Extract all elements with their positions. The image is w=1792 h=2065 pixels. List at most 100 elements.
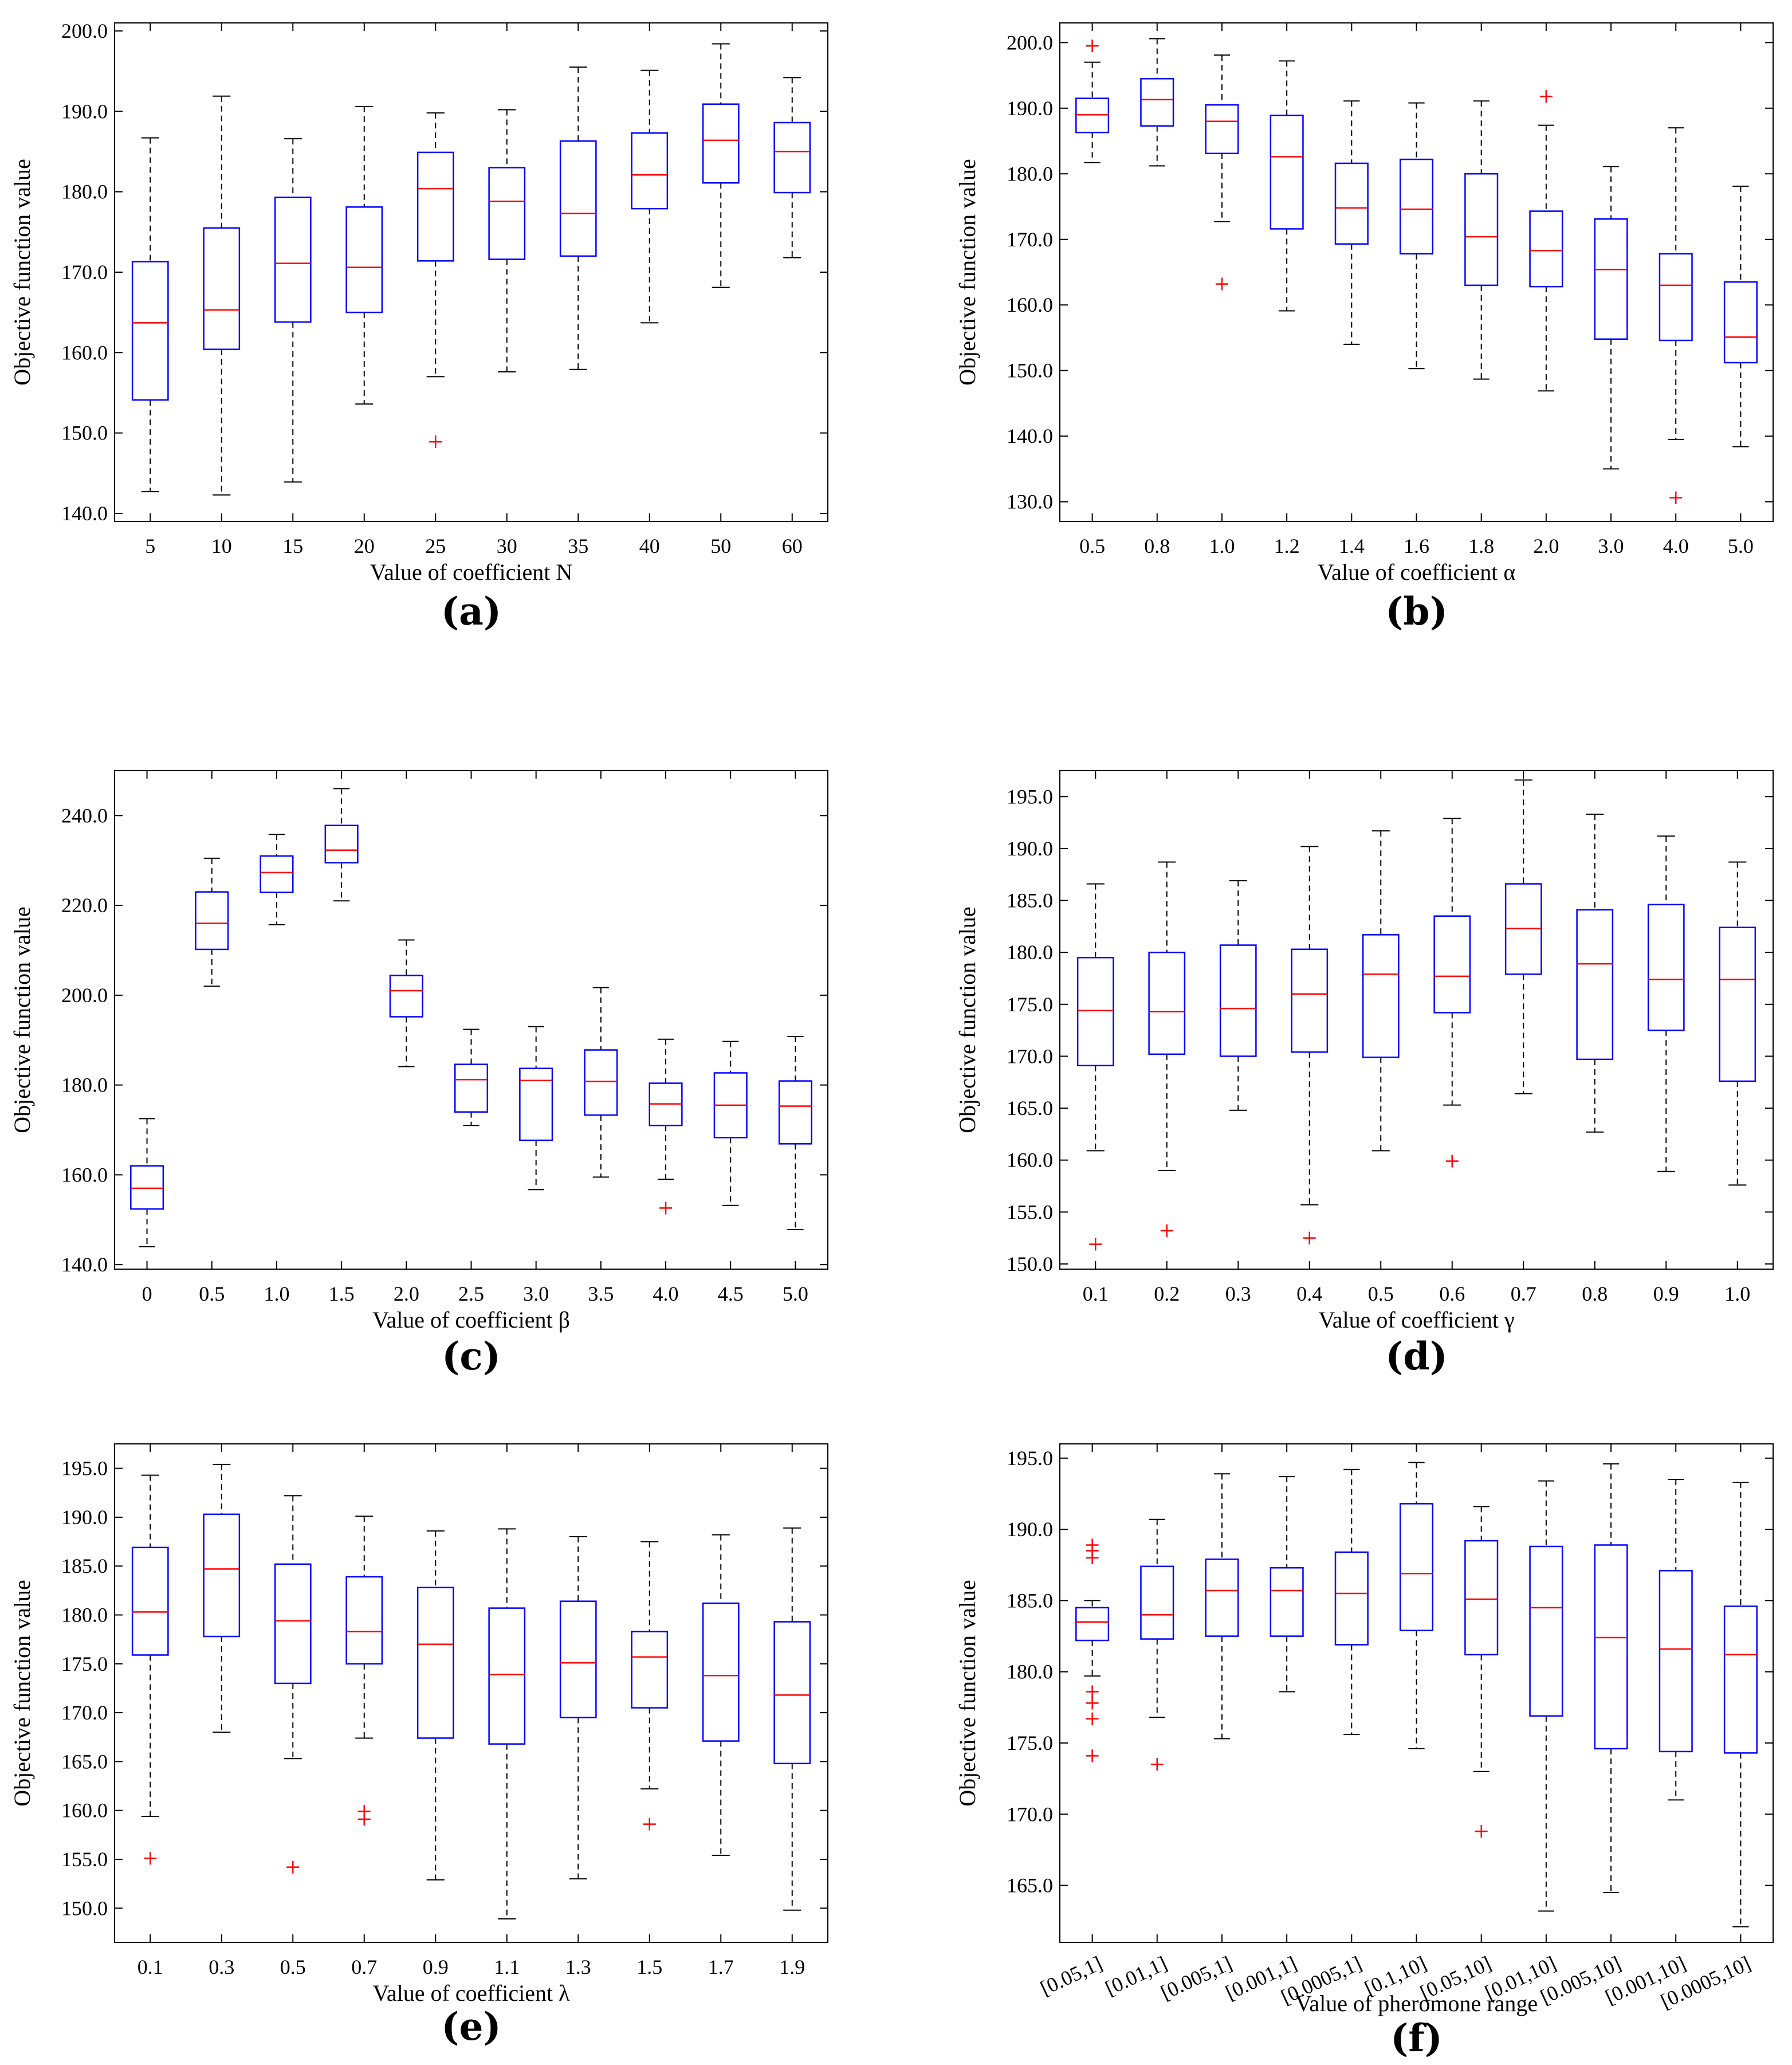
iqr-box (389, 975, 423, 1018)
panel-label: (b) (1385, 589, 1448, 634)
x-tick-label: 0.7 (1511, 1282, 1536, 1305)
outlier-marker (1160, 1224, 1173, 1237)
panel-label: (a) (441, 589, 501, 634)
outlier-marker (429, 435, 442, 449)
box-40 (631, 69, 669, 324)
box-[0.01,1] (1140, 1518, 1174, 1771)
outlier-marker (659, 1202, 673, 1215)
x-tick-label: [0.05,1] (1037, 1952, 1106, 2000)
x-axis-label: Value of coefficient λ (372, 1980, 570, 2006)
x-tick-label: 20 (354, 535, 375, 558)
outlier-marker (1089, 1238, 1102, 1251)
box-1.5 (324, 788, 359, 902)
plot-frame (114, 1443, 828, 1943)
x-tick-label: 0.5 (199, 1282, 225, 1305)
box-0.6 (1433, 818, 1471, 1168)
y-tick-label: 130.0 (1007, 490, 1053, 513)
iqr-box (1076, 957, 1114, 1066)
outlier-marker (1475, 1825, 1488, 1838)
x-tick-label: 0.1 (1083, 1282, 1109, 1305)
x-tick-label: 1.9 (779, 1956, 805, 1978)
x-tick-label: 4.0 (1663, 535, 1689, 558)
box-0.5 (1362, 830, 1400, 1152)
y-tick-label: 195.0 (61, 1457, 108, 1480)
y-axis-label: Objective function value (954, 906, 980, 1133)
y-tick-label: 155.0 (1007, 1200, 1053, 1223)
iqr-box (631, 1631, 669, 1709)
outlier-marker (1303, 1231, 1316, 1245)
x-tick-label: 1.1 (494, 1956, 520, 1978)
x-tick-label: 5 (145, 535, 155, 558)
iqr-box (1140, 1565, 1174, 1640)
iqr-box (559, 140, 597, 257)
box-4.0 (1659, 127, 1693, 504)
box-5.0 (778, 1036, 812, 1231)
y-tick-label: 220.0 (61, 894, 108, 917)
box-1.4 (1334, 100, 1369, 345)
iqr-box (130, 1165, 164, 1210)
y-tick-label: 180.0 (1007, 941, 1053, 964)
outlier-marker (1086, 1749, 1099, 1762)
y-tick-label: 140.0 (61, 1253, 108, 1276)
iqr-box (1148, 951, 1186, 1055)
iqr-box (773, 121, 811, 194)
iqr-box (1659, 1569, 1693, 1753)
iqr-box (454, 1063, 489, 1113)
iqr-box (1399, 1503, 1434, 1631)
iqr-box (1659, 253, 1693, 341)
x-tick-label: 0.7 (351, 1956, 377, 1978)
box-35 (559, 66, 597, 370)
box-1.0 (1205, 54, 1239, 290)
x-tick-label: 0.8 (1144, 535, 1170, 558)
iqr-box (1399, 158, 1434, 255)
outlier-marker (1215, 277, 1228, 290)
outlier-marker (643, 1817, 656, 1831)
x-tick-label: 0.3 (1225, 1282, 1251, 1305)
box-0.5 (195, 857, 229, 987)
box-[0.0005,10] (1723, 1482, 1758, 1927)
outlier-marker (1539, 90, 1553, 103)
box-1.1 (488, 1528, 526, 1920)
iqr-box (274, 1563, 312, 1685)
box-1.7 (702, 1534, 740, 1856)
iqr-box (1594, 218, 1628, 340)
x-tick-label: 1.6 (1404, 535, 1429, 558)
plot-frame (114, 770, 828, 1270)
box-1.9 (773, 1527, 811, 1911)
iqr-box (345, 206, 383, 313)
y-tick-label: 155.0 (61, 1848, 108, 1871)
x-tick-label: 1.4 (1339, 535, 1365, 558)
iqr-box (488, 1607, 526, 1745)
x-tick-label: 0.9 (423, 1956, 449, 1978)
y-tick-label: 165.0 (1007, 1874, 1053, 1897)
iqr-box (1464, 173, 1499, 286)
x-tick-label: 4.5 (718, 1282, 744, 1305)
box-0.1 (1076, 883, 1114, 1251)
iqr-box (274, 197, 312, 323)
box-[0.05,10] (1464, 1506, 1499, 1838)
x-axis-label: Value of coefficient N (370, 559, 573, 585)
y-axis-label: Objective function value (9, 906, 35, 1133)
iqr-box (1529, 1545, 1563, 1717)
box-1.0 (260, 834, 294, 925)
iqr-box (131, 261, 169, 401)
iqr-box (1576, 909, 1614, 1061)
y-tick-label: 200.0 (1007, 31, 1053, 54)
iqr-box (1270, 115, 1304, 230)
box-2.0 (1529, 90, 1563, 392)
box-1.5 (631, 1541, 669, 1831)
box-0 (130, 1118, 164, 1247)
x-tick-label: 3.0 (523, 1282, 549, 1305)
box-0.3 (1219, 880, 1257, 1111)
y-tick-label: 160.0 (61, 1799, 108, 1822)
x-tick-label: 40 (639, 535, 660, 558)
y-tick-label: 240.0 (61, 804, 108, 827)
x-axis-label: Value of coefficient α (1318, 559, 1516, 585)
y-tick-label: 170.0 (1007, 1803, 1053, 1825)
iqr-box (416, 151, 454, 262)
x-tick-label: 2.0 (1533, 535, 1559, 558)
y-tick-label: 175.0 (61, 1652, 108, 1675)
box-0.3 (203, 1463, 241, 1733)
y-tick-label: 150.0 (1007, 1253, 1053, 1275)
y-tick-label: 180.0 (61, 1074, 108, 1097)
